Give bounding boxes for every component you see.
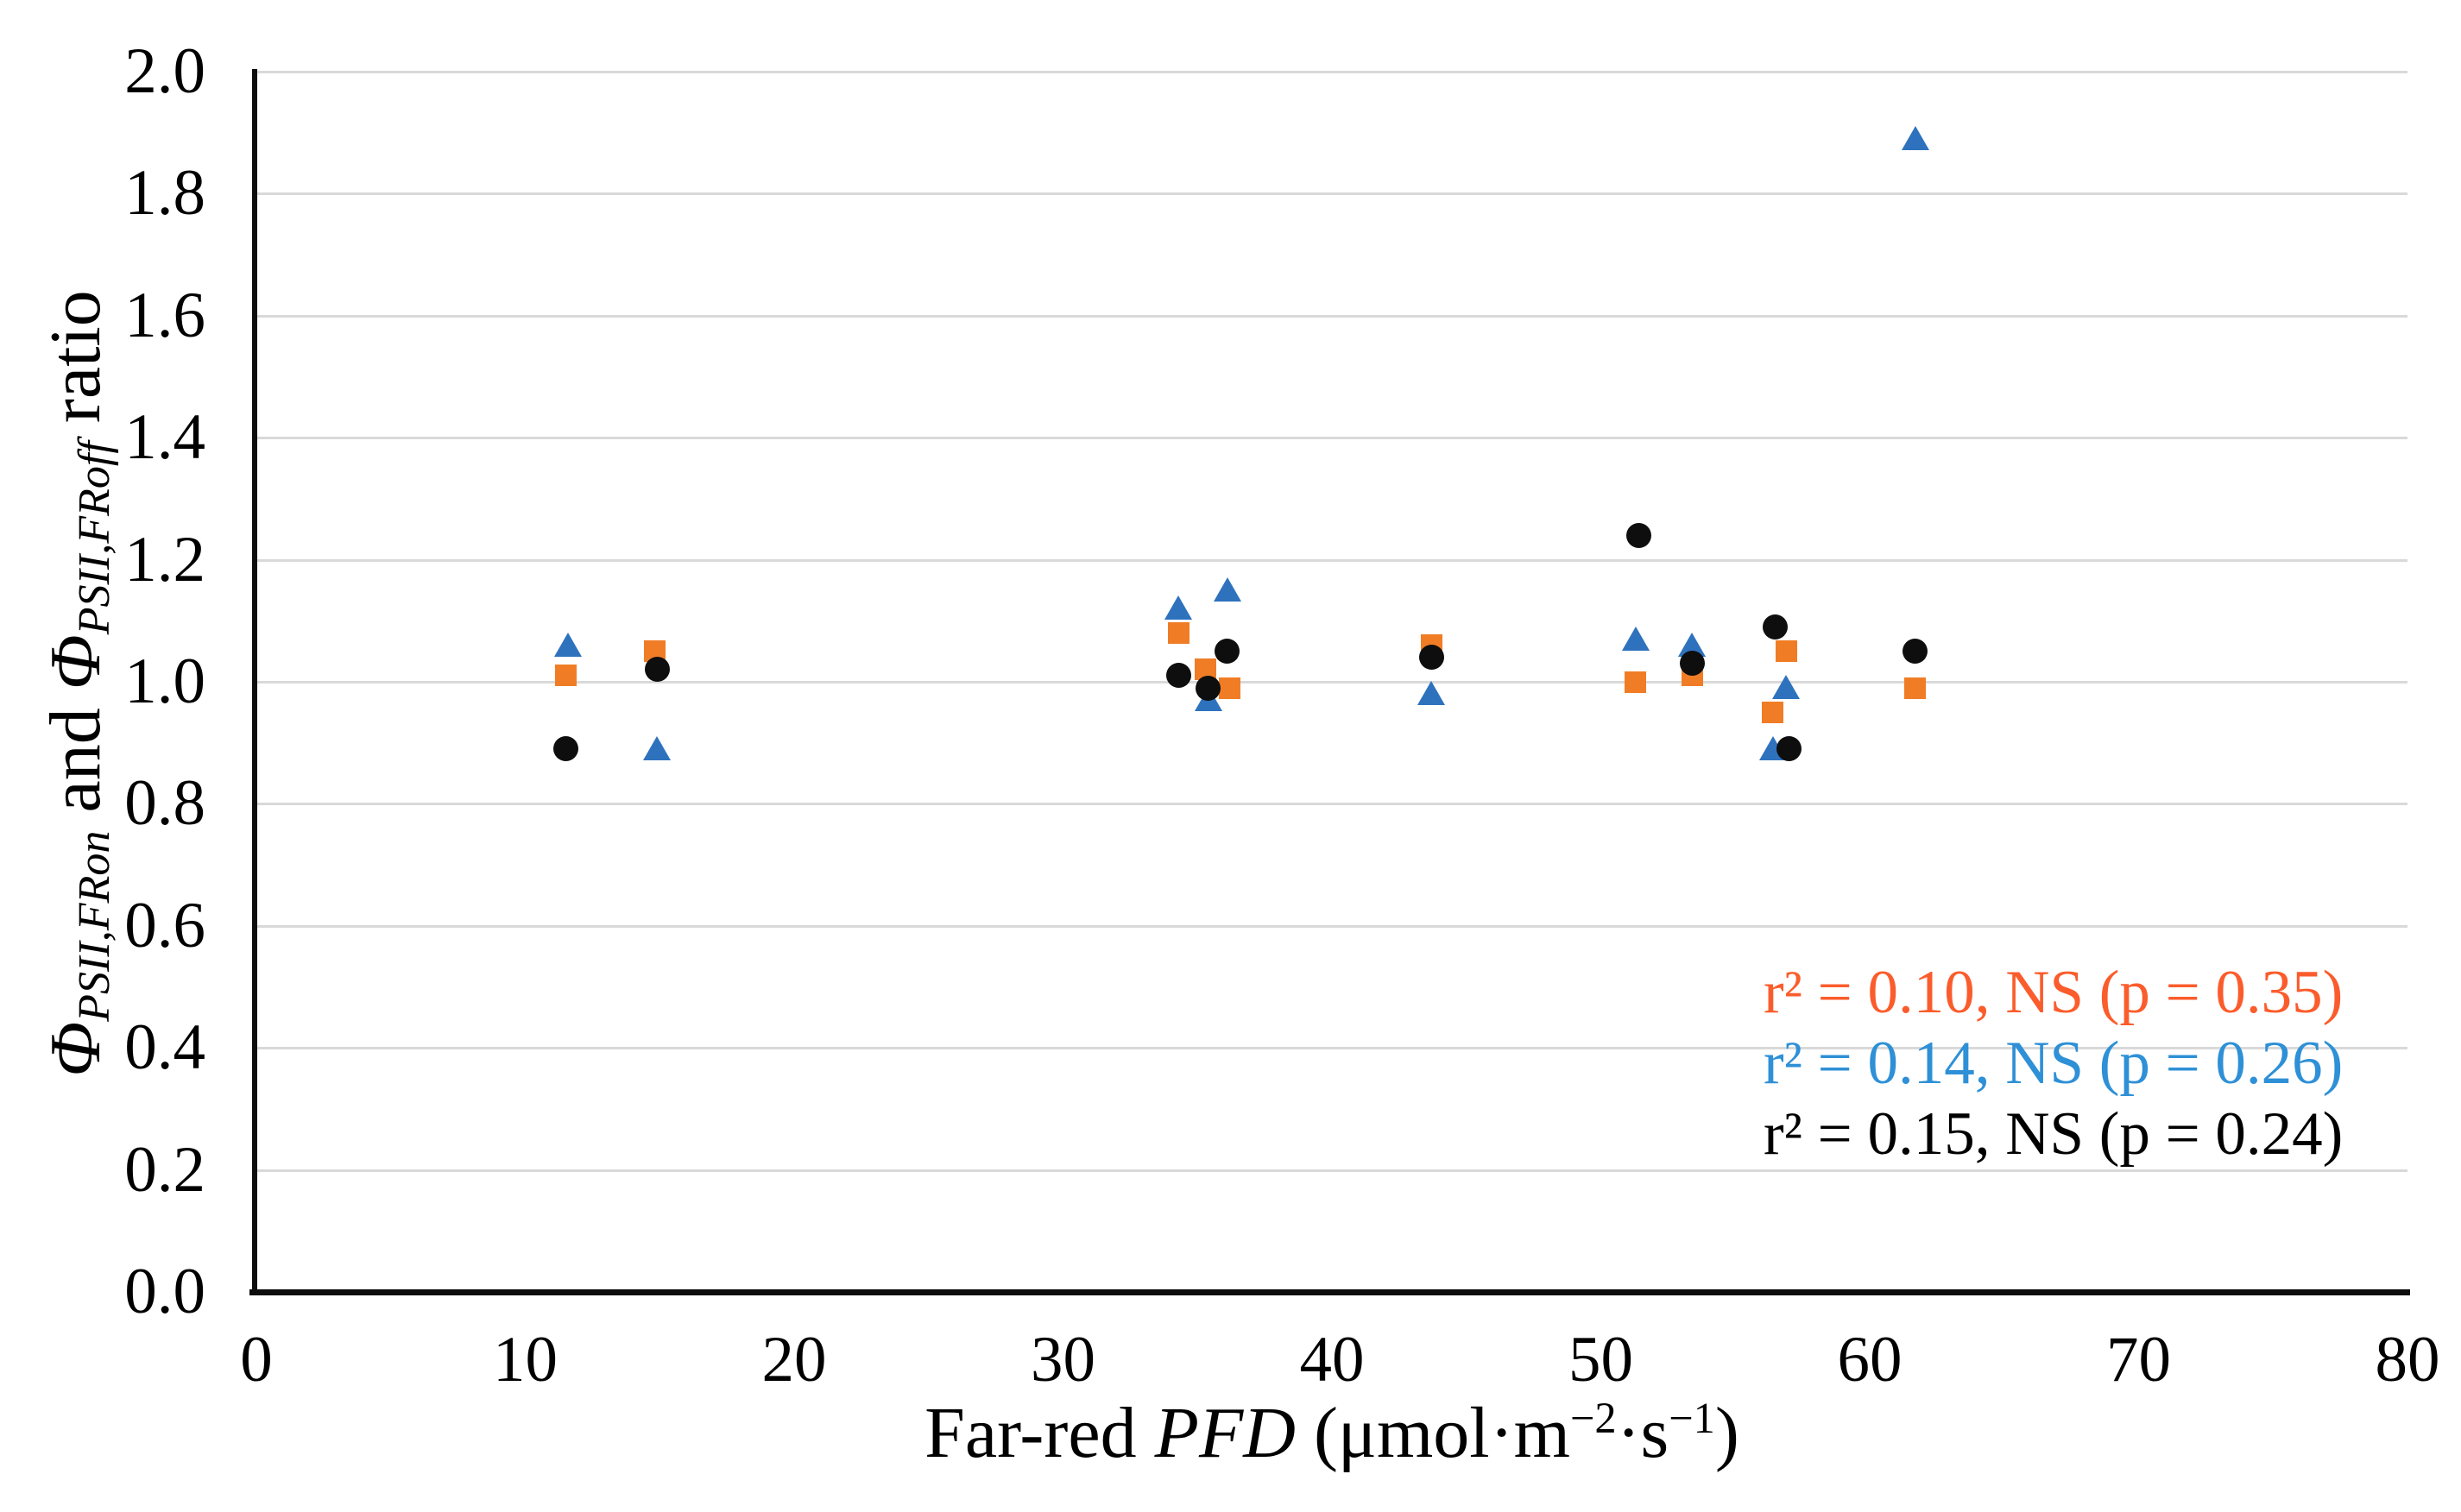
x-tick-label: 0 — [240, 1324, 273, 1395]
annotation-line: r² = 0.10, NS (p = 0.35) — [1764, 959, 2344, 1026]
data-point-marker-black-circles — [552, 736, 578, 762]
gridline — [254, 924, 2407, 928]
data-point-marker-black-circles — [1903, 639, 1928, 665]
x-axis-title-sup2: −1 — [1669, 1394, 1715, 1443]
y-tick-label: 2.0 — [124, 35, 205, 107]
plot-area — [254, 71, 2407, 1294]
y-tick-label: 1.6 — [124, 279, 205, 351]
data-point-marker-orange-squares — [554, 665, 577, 687]
x-tick-label: 60 — [1837, 1324, 1903, 1395]
y-tick-label: 1.0 — [124, 646, 205, 717]
annotation-line: r² = 0.14, NS (p = 0.26) — [1764, 1030, 2344, 1097]
gridline — [254, 71, 2407, 73]
x-tick-label: 30 — [1031, 1324, 1095, 1395]
x-axis-title-prefix: Far-red — [924, 1393, 1155, 1473]
data-point-marker-blue-triangles — [1164, 595, 1193, 621]
x-axis-title-sup1: −2 — [1569, 1394, 1617, 1443]
annotation-line: r² = 0.15, NS (p = 0.24) — [1764, 1100, 2344, 1168]
data-point-marker-orange-squares — [1762, 701, 1784, 723]
gridline — [254, 1047, 2407, 1050]
gridline — [254, 803, 2407, 806]
data-point-marker-orange-squares — [1167, 621, 1189, 644]
data-point-marker-black-circles — [1763, 614, 1789, 639]
x-tick-label: 40 — [1299, 1324, 1365, 1395]
x-axis-title: Far-red PFD (μmol·m−2·s−1) — [641, 1391, 2022, 1475]
data-point-marker-black-circles — [1679, 651, 1705, 677]
data-point-marker-blue-triangles — [1901, 125, 1929, 150]
data-point-marker-black-circles — [1165, 663, 1191, 689]
data-point-marker-black-circles — [1776, 736, 1802, 762]
gridline — [254, 192, 2407, 196]
x-axis-title-close: ) — [1714, 1393, 1739, 1473]
data-point-marker-blue-triangles — [1621, 626, 1650, 651]
x-axis-title-pfd: PFD — [1154, 1393, 1296, 1473]
y-tick-label: 1.2 — [124, 523, 205, 595]
y-axis-line — [252, 69, 257, 1292]
gridline — [254, 1169, 2407, 1172]
data-point-marker-blue-triangles — [1772, 675, 1801, 700]
x-axis-line — [249, 1289, 2410, 1295]
y-tick-label: 0.4 — [124, 1011, 205, 1084]
y-tick-label: 0.2 — [124, 1133, 205, 1206]
x-tick-label: 70 — [2106, 1324, 2171, 1395]
gridline — [254, 681, 2407, 684]
x-tick-label: 10 — [493, 1324, 558, 1395]
gridline — [254, 314, 2407, 318]
y-tick-label: 0.8 — [124, 767, 205, 840]
x-tick-label: 80 — [2375, 1324, 2440, 1395]
data-point-marker-orange-squares — [1904, 677, 1927, 699]
data-point-marker-black-circles — [1215, 639, 1240, 665]
x-axis-title-unit1: (μmol·m — [1295, 1393, 1570, 1473]
x-tick-label: 20 — [761, 1324, 827, 1395]
data-point-marker-blue-triangles — [643, 735, 672, 760]
y-tick-label: 0.6 — [124, 889, 205, 961]
data-point-marker-black-circles — [1196, 675, 1221, 701]
y-tick-label: 1.8 — [124, 157, 205, 230]
data-point-marker-blue-triangles — [554, 632, 583, 657]
data-point-marker-blue-triangles — [1213, 576, 1241, 602]
data-point-marker-black-circles — [644, 657, 670, 683]
gridline — [254, 437, 2407, 440]
data-point-marker-black-circles — [1625, 522, 1651, 548]
data-point-marker-orange-squares — [1219, 677, 1241, 699]
gridline — [254, 558, 2407, 562]
data-point-marker-orange-squares — [1625, 671, 1647, 693]
data-point-marker-blue-triangles — [1417, 681, 1446, 706]
data-point-marker-black-circles — [1418, 645, 1444, 671]
y-tick-label: 1.4 — [124, 401, 205, 474]
data-point-marker-orange-squares — [1775, 640, 1797, 663]
x-axis-title-unit2: ·s — [1616, 1393, 1669, 1473]
x-tick-label: 50 — [1568, 1324, 1633, 1395]
y-tick-label: 0.0 — [124, 1256, 205, 1327]
